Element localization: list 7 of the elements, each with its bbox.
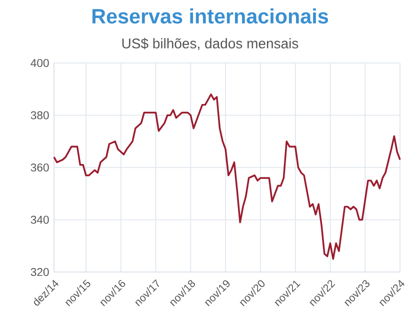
chart-subtitle: US$ bilhões, dados mensais [122, 38, 298, 50]
y-tick-label: 320 [30, 268, 49, 276]
chart-title: Reservas internacionais [92, 8, 328, 24]
y-tick-label: 360 [30, 164, 49, 172]
y-tick-label: 400 [30, 59, 49, 68]
y-tick-label: 340 [30, 216, 49, 224]
y-tick-label: 380 [30, 111, 49, 120]
